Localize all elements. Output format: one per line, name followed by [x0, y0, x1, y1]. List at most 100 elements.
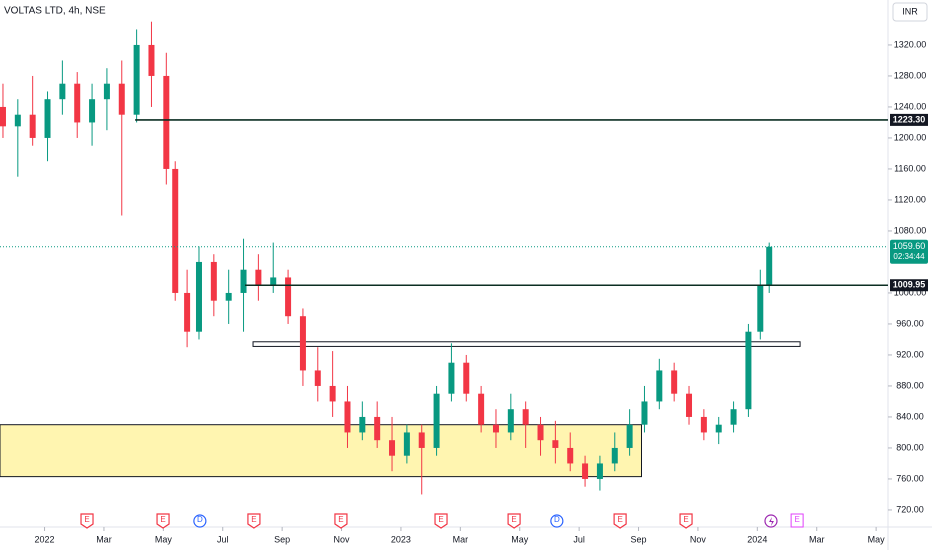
candle-body [389, 440, 396, 456]
last-price-box [890, 239, 928, 264]
candle-body [285, 277, 292, 317]
earnings-marker [679, 513, 693, 529]
x-tick-label: 2022 [35, 534, 55, 544]
y-tick-label: 1200.00 [894, 132, 927, 142]
x-tick-label: Mar [453, 534, 469, 544]
candle-body [59, 83, 66, 100]
event-label: E [511, 515, 516, 524]
level-label-box [890, 113, 928, 126]
y-tick-label: 1080.00 [894, 225, 927, 235]
candle-body [210, 261, 217, 301]
candle-body [522, 409, 529, 425]
candle-body [240, 269, 247, 293]
currency[interactable]: INR [902, 6, 918, 16]
y-tick-label: 840.00 [896, 411, 924, 421]
x-tick-label: Mar [96, 534, 112, 544]
currency-box[interactable] [892, 2, 928, 22]
candle-body [567, 447, 574, 464]
level-label-box [890, 279, 928, 292]
y-tick-label: 880.00 [896, 380, 924, 390]
candle-body [299, 316, 306, 371]
candle-body [766, 246, 773, 286]
candle-body [433, 393, 440, 448]
y-tick-label: 1240.00 [894, 101, 927, 111]
y-tick-label: 800.00 [896, 442, 924, 452]
x-tick-label: Sep [274, 534, 290, 544]
candle-body [0, 106, 6, 127]
candle-body [29, 114, 36, 138]
earnings-marker [790, 513, 804, 528]
candle-body [492, 424, 499, 433]
candle-body [344, 401, 351, 433]
candle-body [507, 409, 514, 433]
candle-body [552, 440, 559, 448]
candle-body [611, 447, 618, 464]
x-tick-label: Jul [573, 534, 585, 544]
x-tick-label: Jul [217, 534, 229, 544]
x-tick-label: Mar [809, 534, 825, 544]
candle-body [255, 269, 262, 286]
split-icon [768, 517, 774, 526]
y-tick-label: 1000.00 [894, 287, 927, 297]
level-label: 1009.95 [893, 280, 926, 290]
y-tick-label: 720.00 [896, 504, 924, 514]
candle-body [700, 416, 707, 433]
event-label: E [251, 515, 256, 524]
event-label: E [683, 515, 688, 524]
earnings-marker [156, 513, 170, 529]
candle-body [671, 370, 678, 394]
chart-title: VOLTAS LTD, 4h, NSE [4, 6, 106, 17]
candle-body [596, 463, 603, 479]
candle-body [172, 168, 179, 293]
event-label: E [338, 515, 343, 524]
candle-body [641, 401, 648, 425]
candle-body [329, 385, 336, 402]
candle-body [14, 114, 21, 127]
candle-body [163, 75, 170, 169]
x-tick-label: May [868, 534, 886, 544]
event-label: E [438, 515, 443, 524]
y-tick-label: 920.00 [896, 349, 924, 359]
earnings-marker [613, 513, 627, 529]
event-label: E [84, 515, 89, 524]
candle-body [463, 362, 470, 394]
candle-body [418, 432, 425, 448]
candle-body [103, 83, 110, 100]
candle-body [314, 370, 321, 386]
zone [252, 341, 801, 347]
x-tick-label: May [155, 534, 173, 544]
candle-body [270, 277, 277, 286]
candle-body [730, 409, 737, 425]
event-label: E [794, 515, 799, 524]
candle-body [184, 292, 191, 332]
earnings-marker [80, 513, 94, 529]
candle-body [686, 393, 693, 417]
candle-body [225, 292, 232, 301]
x-tick-label: Sep [631, 534, 647, 544]
event-label: E [617, 515, 622, 524]
candle-body [656, 370, 663, 402]
earnings-marker [247, 513, 261, 529]
candle-body [148, 44, 155, 76]
dividend-marker [193, 514, 207, 528]
candle-body [582, 463, 589, 479]
event-label: E [160, 515, 165, 524]
candle-body [118, 83, 125, 115]
y-tick-label: 1120.00 [894, 194, 926, 204]
last-price-label: 1059.60 [893, 241, 926, 251]
y-tick-label: 1280.00 [894, 70, 927, 80]
candle-body [715, 424, 722, 433]
candle-body [133, 44, 140, 115]
earnings-marker [507, 513, 521, 529]
candle-body [478, 393, 485, 425]
candle-body [74, 83, 81, 123]
y-tick-label: 1160.00 [894, 163, 926, 173]
candle-body [374, 416, 381, 441]
x-tick-label: 2024 [747, 534, 767, 544]
candle-body [537, 424, 544, 441]
earnings-marker [434, 513, 448, 529]
event-label: D [197, 515, 203, 524]
earnings-marker [334, 513, 348, 529]
x-tick-label: Nov [690, 534, 707, 544]
